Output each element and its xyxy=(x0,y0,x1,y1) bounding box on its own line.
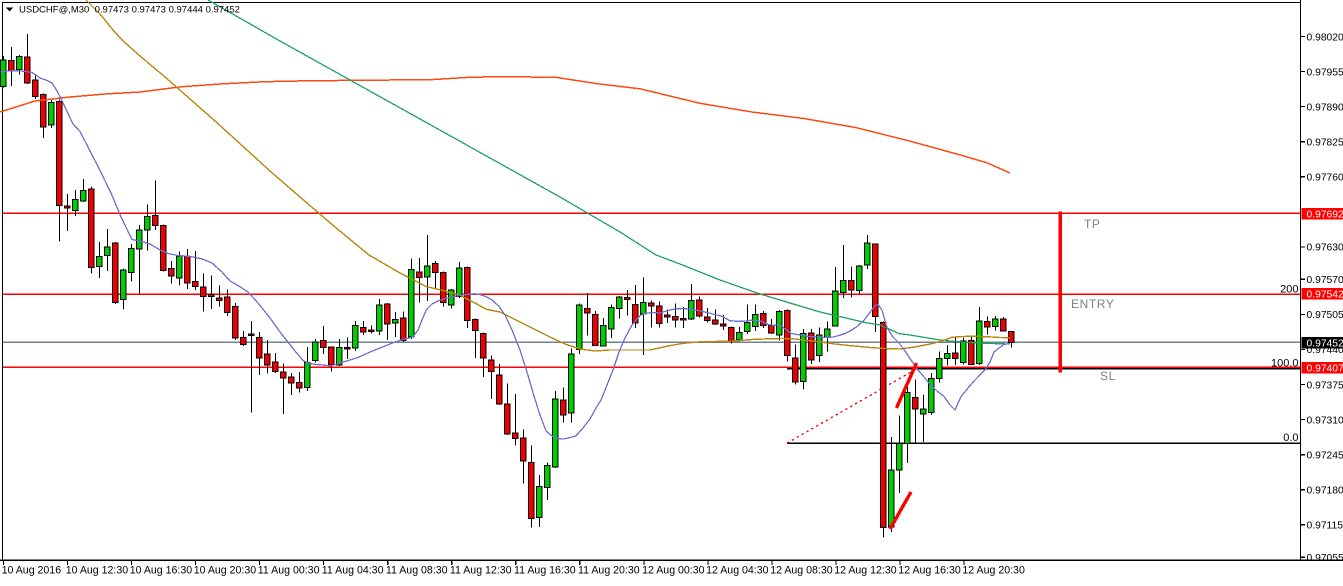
svg-text:10 Aug 2016: 10 Aug 2016 xyxy=(2,565,62,577)
svg-text:12 Aug 12:30: 12 Aug 12:30 xyxy=(834,565,897,577)
svg-text:0.97570: 0.97570 xyxy=(1307,275,1343,286)
svg-text:0.97955: 0.97955 xyxy=(1307,67,1343,78)
svg-text:0.97630: 0.97630 xyxy=(1307,243,1343,254)
svg-text:200: 200 xyxy=(1280,284,1298,296)
svg-text:0.97115: 0.97115 xyxy=(1307,521,1343,532)
svg-text:0.97890: 0.97890 xyxy=(1307,102,1343,113)
svg-text:USDCHF@,M30 0.97473 0.97473 0: USDCHF@,M30 0.97473 0.97473 0.97444 0.97… xyxy=(19,5,240,16)
svg-text:0.97825: 0.97825 xyxy=(1307,138,1343,149)
svg-text:SL: SL xyxy=(1100,369,1116,383)
svg-text:0.97542: 0.97542 xyxy=(1307,290,1343,301)
svg-text:10 Aug 12:30: 10 Aug 12:30 xyxy=(66,565,129,577)
svg-text:0.0: 0.0 xyxy=(1283,432,1298,444)
svg-text:10 Aug 16:30: 10 Aug 16:30 xyxy=(130,565,193,577)
svg-text:11 Aug 08:30: 11 Aug 08:30 xyxy=(386,565,448,577)
svg-text:ENTRY: ENTRY xyxy=(1071,297,1114,311)
svg-text:0.97375: 0.97375 xyxy=(1307,380,1343,391)
svg-text:12 Aug 00:30: 12 Aug 00:30 xyxy=(642,565,705,577)
svg-text:0.97760: 0.97760 xyxy=(1307,173,1343,184)
svg-text:10 Aug 20:30: 10 Aug 20:30 xyxy=(194,565,257,577)
svg-text:11 Aug 12:30: 11 Aug 12:30 xyxy=(450,565,512,577)
svg-text:0.97505: 0.97505 xyxy=(1307,310,1343,321)
svg-text:0.97180: 0.97180 xyxy=(1307,486,1343,497)
svg-text:0.97245: 0.97245 xyxy=(1307,451,1343,462)
svg-text:0.97452: 0.97452 xyxy=(1307,338,1343,349)
svg-text:0.97407: 0.97407 xyxy=(1307,364,1343,375)
svg-text:0.97055: 0.97055 xyxy=(1307,553,1343,564)
svg-text:0.98020: 0.98020 xyxy=(1307,32,1343,43)
svg-text:12 Aug 16:30: 12 Aug 16:30 xyxy=(898,565,961,577)
svg-text:12 Aug 20:30: 12 Aug 20:30 xyxy=(962,565,1025,577)
svg-text:100.0: 100.0 xyxy=(1271,358,1299,370)
svg-text:0.97692: 0.97692 xyxy=(1307,210,1343,221)
svg-text:TP: TP xyxy=(1084,217,1101,231)
svg-text:11 Aug 20:30: 11 Aug 20:30 xyxy=(578,565,640,577)
svg-text:0.97310: 0.97310 xyxy=(1307,415,1343,426)
svg-text:11 Aug 00:30: 11 Aug 00:30 xyxy=(258,565,320,577)
svg-text:11 Aug 16:30: 11 Aug 16:30 xyxy=(514,565,576,577)
svg-text:12 Aug 04:30: 12 Aug 04:30 xyxy=(706,565,769,577)
svg-text:12 Aug 08:30: 12 Aug 08:30 xyxy=(770,565,833,577)
svg-text:11 Aug 04:30: 11 Aug 04:30 xyxy=(322,565,384,577)
